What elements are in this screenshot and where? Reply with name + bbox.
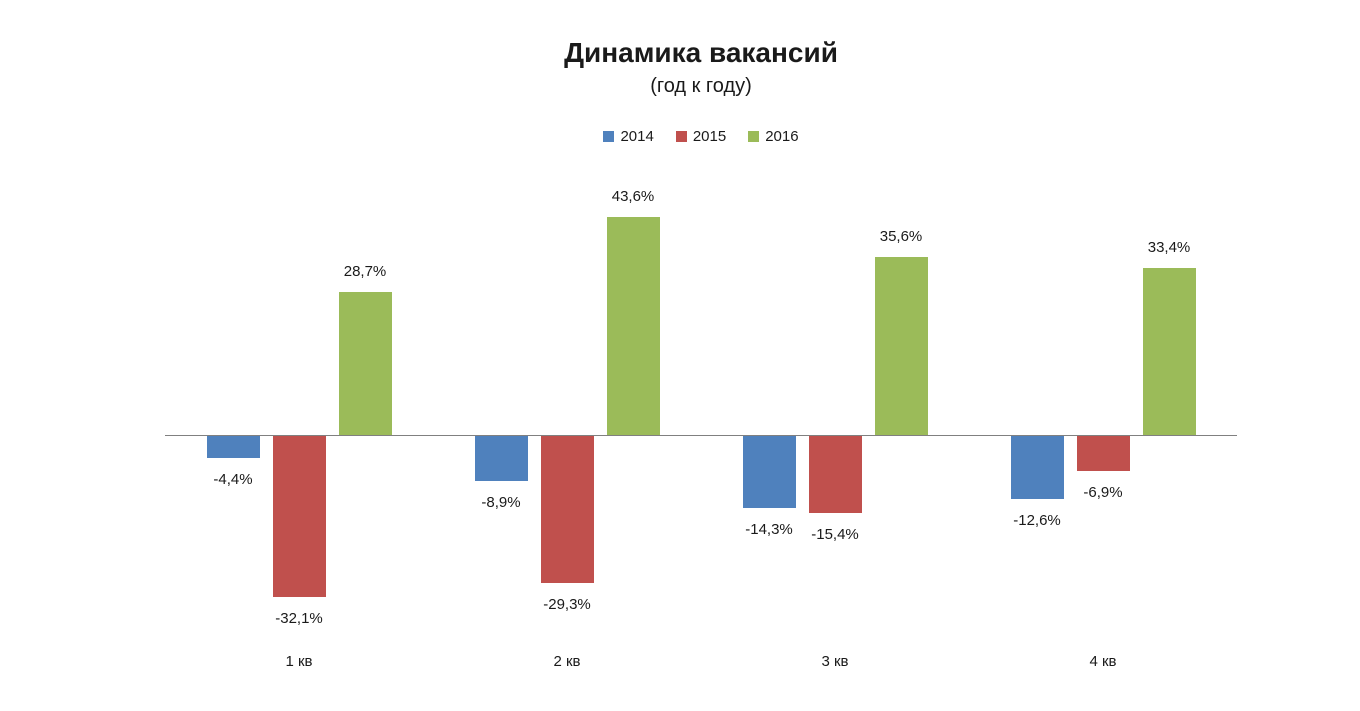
legend-swatch-2015-icon (675, 131, 687, 142)
bar-2016-3kv (874, 257, 928, 435)
bar-2015-4kv (1076, 436, 1130, 471)
x-axis-label-2kv: 2 кв (553, 653, 581, 670)
bar-value-label-2016-4kv: 33,4% (1147, 239, 1191, 256)
bar-2014-1kv (206, 436, 260, 458)
bar-value-label-2015-1kv: -32,1% (275, 609, 323, 627)
x-axis-line (165, 435, 1237, 436)
legend: 2014 2015 2016 (165, 128, 1237, 145)
bar-2016-2kv (606, 217, 660, 435)
x-axis-label-3kv: 3 кв (821, 653, 849, 670)
bar-2014-4kv (1010, 436, 1064, 499)
legend-label-2014: 2014 (620, 128, 654, 145)
legend-swatch-2014-icon (603, 131, 615, 142)
bar-2014-3kv (742, 436, 796, 508)
bar-value-label-2014-2kv: -8,9% (481, 493, 521, 511)
bar-2014-2kv (474, 436, 528, 481)
bar-value-label-2014-3kv: -14,3% (745, 520, 793, 538)
bar-2016-1kv (338, 291, 392, 435)
chart-title: Динамика вакансий (564, 37, 838, 68)
plot-area: 1 кв -4,4% -32,1% 28,7% 2 кв -8,9% -29,3% 43,6%… (165, 160, 1237, 700)
bar-2015-2kv (540, 436, 594, 583)
x-axis-label-4kv: 4 кв (1089, 653, 1117, 670)
bar-2016-4kv (1142, 268, 1196, 435)
legend-item-2014: 2014 (603, 128, 654, 145)
bar-value-label-2016-1kv: 28,7% (343, 262, 387, 280)
legend-label-2016: 2016 (765, 128, 799, 145)
legend-label-2015: 2015 (692, 128, 727, 145)
chart-subtitle: (год к году) (650, 75, 752, 97)
bar-2015-1kv (272, 436, 326, 597)
bar-value-label-2015-4kv: -6,9% (1083, 483, 1123, 501)
bar-value-label-2015-3kv: -15,4% (811, 526, 859, 543)
bar-value-label-2015-2kv: -29,3% (543, 595, 591, 613)
x-axis-label-1kv: 1 кв (285, 653, 313, 670)
bar-value-label-2016-3kv: 35,6% (879, 228, 923, 245)
legend-item-2015: 2015 (675, 128, 727, 145)
legend-item-2016: 2016 (748, 128, 799, 145)
bar-value-label-2016-2kv: 43,6% (611, 188, 655, 205)
bar-value-label-2014-4kv: -12,6% (1013, 512, 1061, 529)
bar-value-label-2014-1kv: -4,4% (213, 471, 253, 488)
legend-swatch-2016-icon (748, 131, 760, 142)
bar-2015-3kv (808, 436, 862, 513)
